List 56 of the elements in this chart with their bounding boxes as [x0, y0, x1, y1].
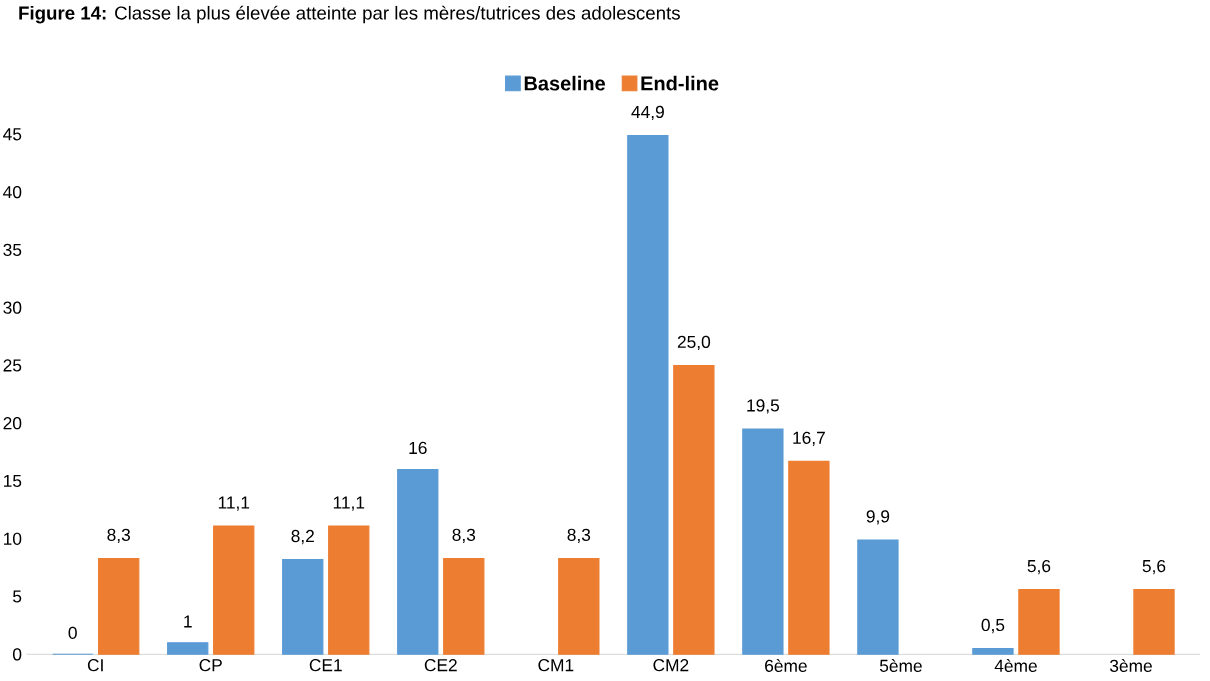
y-tick-label: 0 [13, 648, 22, 661]
bar [443, 557, 485, 655]
bar [627, 134, 669, 655]
bar [1133, 589, 1175, 655]
bar [673, 364, 715, 655]
data-label: 9,9 [866, 510, 890, 525]
data-label: 0,5 [981, 618, 1005, 634]
x-tick-label: 5ème [879, 659, 922, 672]
legend-label: Baseline [524, 75, 605, 91]
chart-title: Figure 14: Classe la plus élevée atteinte par les mères/tutrices des adolescents [19, 5, 680, 24]
data-label: 8,2 [291, 529, 314, 545]
y-tick-label: 10 [4, 532, 22, 545]
bar [788, 460, 830, 655]
legend-label: End-line [641, 75, 719, 91]
data-label: 8,3 [452, 528, 476, 544]
y-tick-label: 15 [4, 474, 22, 488]
bar [972, 648, 1014, 655]
y-tick-label: 20 [3, 417, 22, 430]
bar [98, 557, 140, 655]
bar [397, 468, 439, 655]
y-tick-label: 45 [3, 128, 22, 141]
data-label: 1 [184, 615, 192, 628]
data-label: 16 [409, 441, 427, 455]
data-label: 16,7 [793, 431, 825, 446]
bar [167, 642, 209, 655]
bar [857, 539, 899, 655]
data-label: 5,6 [1027, 559, 1051, 575]
data-label: 8,3 [567, 528, 591, 544]
y-tick-label: 5 [13, 590, 22, 603]
y-tick-label: 30 [3, 301, 22, 314]
x-tick-label: 6ème [765, 659, 807, 672]
data-label: 11,1 [333, 496, 365, 511]
x-tick-label: CE2 [424, 659, 457, 672]
data-label: 19,5 [747, 399, 780, 414]
bar [558, 557, 600, 655]
bar [328, 525, 370, 655]
data-label: 25,0 [677, 335, 711, 351]
x-tick-label: CM1 [538, 659, 574, 672]
data-label: 44,9 [631, 105, 664, 121]
bar [213, 525, 255, 655]
y-tick-label: 25 [3, 359, 22, 372]
bar [282, 559, 324, 655]
data-label: 11,1 [218, 496, 250, 511]
data-label: 8,3 [107, 528, 130, 544]
bar [742, 428, 784, 655]
data-label: 0 [68, 626, 77, 639]
x-tick-label: 4ème [994, 659, 1037, 672]
x-tick-label: CP [199, 659, 222, 672]
y-tick-label: 35 [3, 243, 22, 257]
x-tick-label: CM2 [653, 659, 689, 672]
x-tick-label: CE1 [309, 659, 342, 672]
x-tick-label: CI [87, 659, 103, 672]
data-label: 5,6 [1142, 559, 1166, 575]
x-tick-label: 3ème [1109, 659, 1152, 672]
y-tick-label: 40 [3, 185, 22, 199]
bar [1018, 589, 1060, 655]
